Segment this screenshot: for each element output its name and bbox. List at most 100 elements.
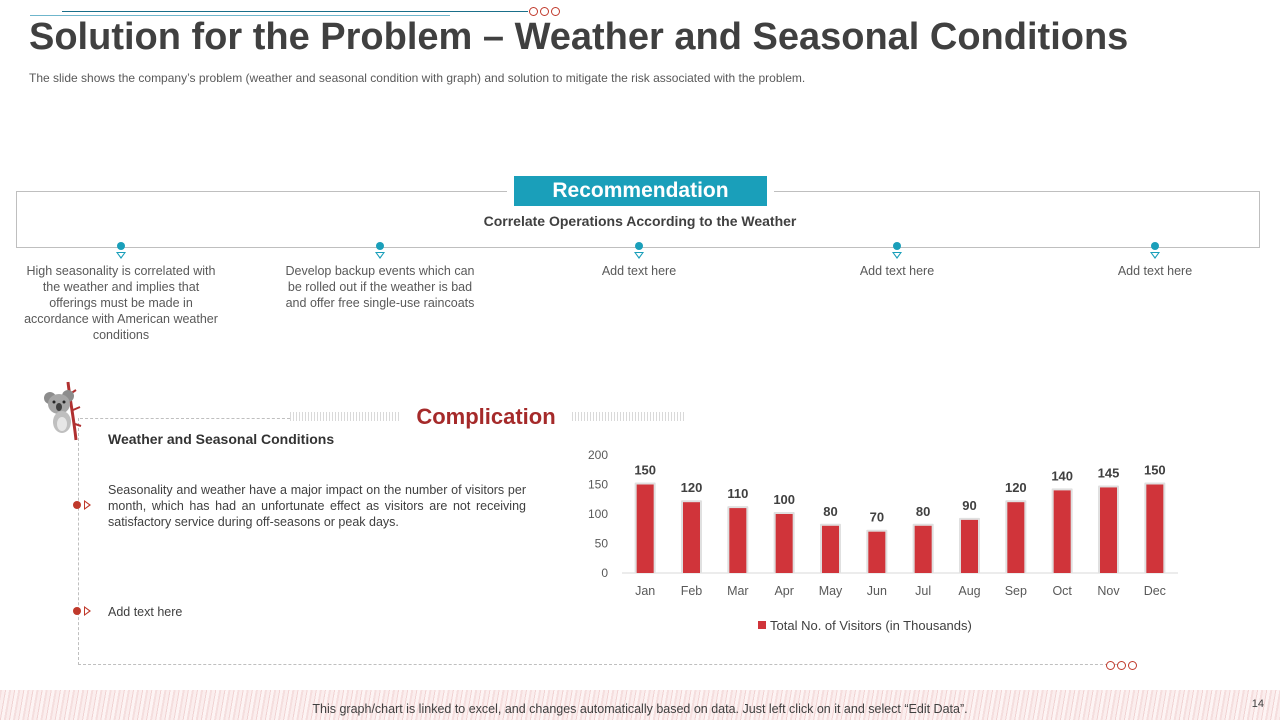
data-label: 110 xyxy=(727,486,748,501)
x-tick-label: Oct xyxy=(1052,584,1072,598)
y-tick-label: 50 xyxy=(595,537,609,551)
data-label: 140 xyxy=(1051,468,1073,483)
point-text: Add text here xyxy=(601,264,677,278)
ring-icon xyxy=(529,7,538,16)
header-rule xyxy=(62,11,528,12)
x-tick-label: Jan xyxy=(635,584,655,598)
ring-icon xyxy=(1106,661,1115,670)
complication-hatch-right xyxy=(572,412,685,421)
x-tick-label: Aug xyxy=(958,584,980,598)
point-dot-icon xyxy=(376,242,384,250)
complication-hatch-left xyxy=(290,412,400,421)
bar xyxy=(1053,490,1071,573)
data-label: 150 xyxy=(1144,463,1166,478)
point-arrow-icon xyxy=(116,252,126,259)
complication-title: Complication xyxy=(400,404,572,430)
point-dot-icon xyxy=(117,242,125,250)
complication-top-rule xyxy=(80,418,290,419)
bar xyxy=(775,514,793,573)
bar xyxy=(822,525,839,573)
data-label: 90 xyxy=(962,498,976,513)
y-tick-label: 100 xyxy=(588,507,608,521)
bar xyxy=(683,502,700,573)
recommendation-point: Add text here xyxy=(539,242,739,279)
point-arrow-icon xyxy=(375,252,385,259)
point-arrow-icon xyxy=(634,252,644,259)
bar xyxy=(1100,487,1117,573)
ring-icon xyxy=(551,7,560,16)
chart-bars: 150 120 110 100 80 70 80 90 120 140 145 150 xyxy=(634,463,1166,573)
point-text: High seasonality is correlated with the … xyxy=(24,264,218,342)
page-title: Solution for the Problem – Weather and S… xyxy=(29,16,1129,58)
recommendation-heading: Correlate Operations According to the We… xyxy=(483,213,797,229)
header-rule-accent xyxy=(30,15,450,16)
point-arrow-icon xyxy=(892,252,902,259)
x-tick-label: Sep xyxy=(1005,584,1027,598)
ring-icon xyxy=(1128,661,1137,670)
recommendation-point: Add text here xyxy=(1055,242,1255,279)
header-rings xyxy=(529,7,560,16)
y-axis: 0 50 100 150 200 xyxy=(588,448,608,580)
chart-legend: Total No. of Visitors (in Thousands) xyxy=(758,618,972,633)
page-subtitle: The slide shows the company’s problem (w… xyxy=(29,71,806,85)
bar xyxy=(1146,484,1164,573)
data-label: 145 xyxy=(1098,465,1120,480)
x-axis: Jan Feb Mar Apr May Jun Jul Aug Sep Oct Nov Dec xyxy=(635,584,1166,598)
x-tick-label: Jun xyxy=(867,584,887,598)
ring-icon xyxy=(540,7,549,16)
bar xyxy=(914,525,932,573)
bullet-dot-icon xyxy=(73,501,81,509)
page-number: 14 xyxy=(1251,698,1264,710)
visitors-chart[interactable]: 0 50 100 150 200 150 120 110 100 80 70 80 90 120 140 1… xyxy=(580,445,1180,645)
data-label: 120 xyxy=(1005,480,1027,495)
point-dot-icon xyxy=(893,242,901,250)
data-label: 80 xyxy=(916,504,930,519)
complication-add-text: Add text here xyxy=(108,605,183,619)
data-label: 120 xyxy=(681,480,703,495)
complication-subheading: Weather and Seasonal Conditions xyxy=(108,431,335,447)
data-label: 150 xyxy=(634,463,656,478)
y-tick-label: 200 xyxy=(588,448,608,462)
x-tick-label: Feb xyxy=(681,584,703,598)
bullet-arrow-icon xyxy=(84,500,91,510)
x-tick-label: Apr xyxy=(774,584,793,598)
frame-rings xyxy=(1106,661,1137,670)
point-arrow-icon xyxy=(1150,252,1160,259)
legend-swatch xyxy=(758,621,766,629)
footer-decoration xyxy=(0,690,1280,720)
x-tick-label: Jul xyxy=(915,584,931,598)
recommendation-point: Add text here xyxy=(797,242,997,279)
x-tick-label: Mar xyxy=(727,584,749,598)
footer-note: This graph/chart is linked to excel, and… xyxy=(312,702,968,716)
point-dot-icon xyxy=(1151,242,1159,250)
bullet-marker xyxy=(73,606,91,616)
ring-icon xyxy=(1117,661,1126,670)
data-label: 70 xyxy=(870,510,884,525)
y-tick-label: 0 xyxy=(601,566,608,580)
x-tick-label: May xyxy=(819,584,843,598)
bar xyxy=(868,531,886,573)
bar xyxy=(1007,502,1025,573)
bullet-arrow-icon xyxy=(84,606,91,616)
bullet-dot-icon xyxy=(73,607,81,615)
legend-label: Total No. of Visitors (in Thousands) xyxy=(770,618,972,633)
complication-frame xyxy=(78,418,1123,665)
bar xyxy=(729,508,747,573)
data-label: 80 xyxy=(823,504,837,519)
point-dot-icon xyxy=(635,242,643,250)
point-text: Add text here xyxy=(859,264,935,278)
point-text: Develop backup events which can be rolle… xyxy=(285,264,475,310)
point-text: Add text here xyxy=(1117,264,1193,278)
bar xyxy=(636,484,654,573)
complication-body: Seasonality and weather have a major imp… xyxy=(108,483,526,529)
y-tick-label: 150 xyxy=(588,478,608,492)
x-tick-label: Nov xyxy=(1097,584,1120,598)
recommendation-point: Develop backup events which can be rolle… xyxy=(280,242,480,311)
bullet-marker xyxy=(73,500,91,510)
recommendation-badge: Recommendation xyxy=(508,176,773,206)
bar xyxy=(961,519,978,573)
recommendation-point: High seasonality is correlated with the … xyxy=(21,242,221,343)
data-label: 100 xyxy=(773,492,795,507)
x-tick-label: Dec xyxy=(1144,584,1166,598)
